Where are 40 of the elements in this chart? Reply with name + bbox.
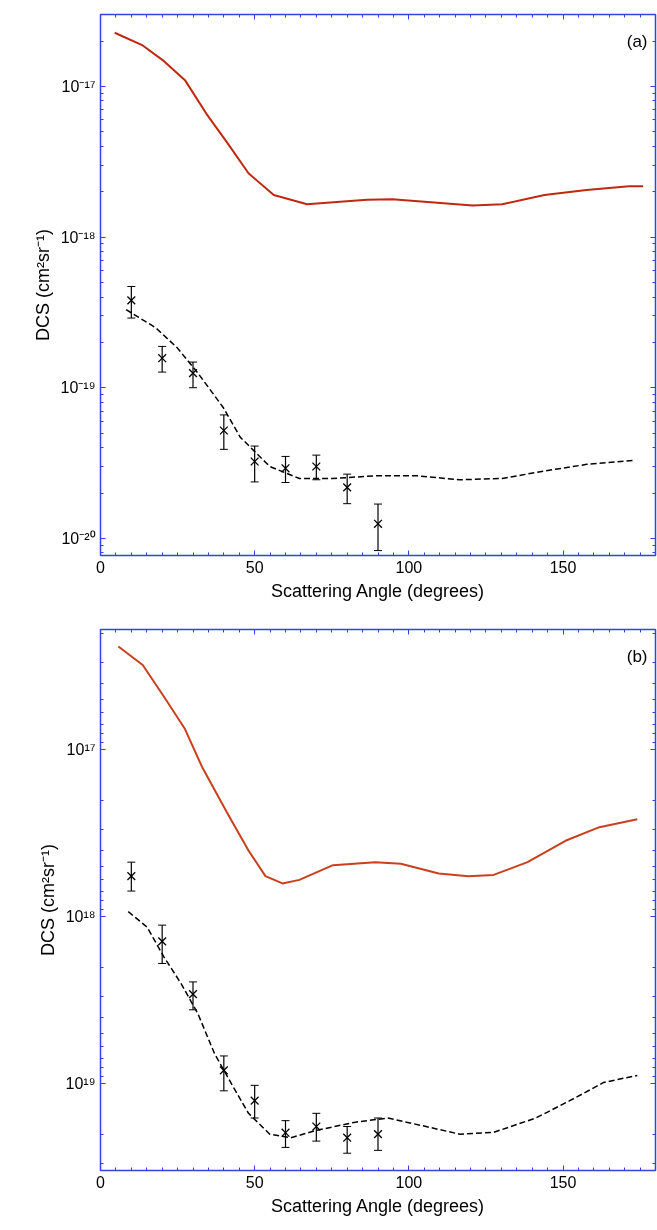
point bbox=[126, 295, 136, 305]
x-tick-label: 0 bbox=[96, 558, 106, 576]
point bbox=[188, 368, 198, 378]
point bbox=[219, 1065, 229, 1075]
y-tick-label: 10¹⁷ bbox=[66, 741, 96, 759]
y-tick-label: 10¹⁹ bbox=[65, 1075, 96, 1093]
x-axis-title: Scattering Angle (degrees) bbox=[270, 580, 485, 601]
point bbox=[311, 1122, 321, 1132]
point bbox=[280, 1128, 291, 1138]
y-tick-label: 10⁻¹⁹ bbox=[60, 379, 96, 397]
annotation: (b) bbox=[626, 646, 648, 666]
y-tick-label: 10⁻¹⁸ bbox=[60, 228, 96, 246]
point bbox=[280, 463, 291, 473]
x-tick-label: 150 bbox=[549, 1173, 577, 1191]
y-tick-label: 10⁻²⁰ bbox=[61, 529, 96, 547]
annotation: (a) bbox=[626, 31, 648, 51]
y-tick-label: 10⁻¹⁷ bbox=[61, 77, 96, 95]
point bbox=[188, 989, 198, 999]
line-series bbox=[113, 31, 645, 207]
y-tick-label: 10¹⁸ bbox=[65, 908, 96, 926]
point bbox=[219, 425, 229, 436]
point bbox=[126, 871, 136, 881]
point bbox=[373, 1129, 383, 1139]
x-axis-title: Scattering Angle (degrees) bbox=[270, 1195, 485, 1216]
point bbox=[250, 1096, 260, 1106]
point bbox=[311, 461, 321, 472]
y-axis-title: DCS (cm²sr⁻¹) bbox=[32, 229, 53, 341]
point bbox=[373, 519, 383, 529]
x-tick-label: 100 bbox=[395, 558, 423, 576]
point bbox=[342, 482, 352, 492]
y-axis-title: DCS (cm²sr⁻¹) bbox=[37, 844, 58, 956]
point bbox=[342, 1133, 352, 1143]
x-tick-label: 0 bbox=[96, 1173, 106, 1191]
x-tick-label: 150 bbox=[549, 558, 577, 576]
x-tick-label: 50 bbox=[245, 1173, 264, 1191]
point bbox=[157, 353, 167, 363]
point bbox=[157, 936, 167, 946]
x-tick-label: 50 bbox=[245, 558, 264, 576]
x-tick-label: 100 bbox=[395, 1173, 423, 1191]
point bbox=[250, 456, 260, 467]
